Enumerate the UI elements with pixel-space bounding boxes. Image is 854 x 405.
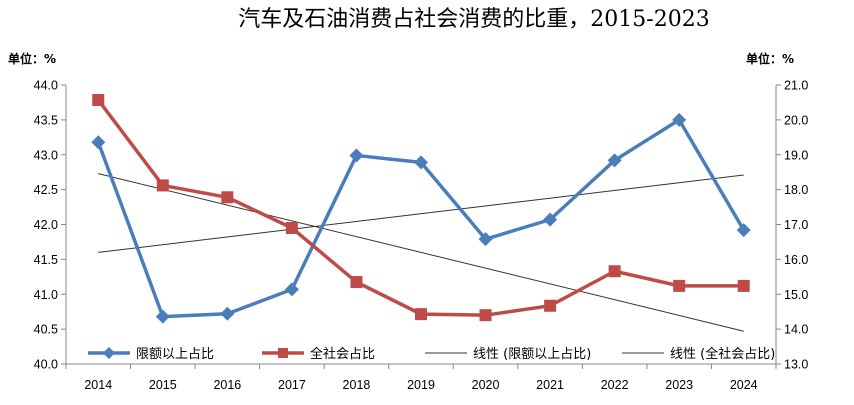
trendline-1 [98,174,744,253]
left-axis-unit: 单位：% [8,51,56,66]
left-tick-label: 42.5 [34,183,58,197]
point-diamond [349,148,364,163]
point-square [544,299,557,312]
left-tick-label: 41.0 [34,288,58,302]
x-tick-label: 2015 [149,378,177,392]
series [91,93,751,324]
point-diamond [414,155,428,170]
legend-label-2: 全社会占比 [310,346,375,362]
x-tick-label: 2023 [665,378,693,392]
left-tick-label: 43.0 [34,148,58,162]
left-tick-label: 40.0 [34,358,58,372]
right-tick-label: 17.0 [784,218,808,232]
x-tick-label: 2019 [407,378,435,392]
right-tick-label: 16.0 [784,253,808,267]
legend-label-3: 线性 (限额以上占比) [473,347,591,362]
right-tick-label: 15.0 [784,288,808,302]
left-tick-label: 40.5 [34,323,58,337]
right-tick-label: 21.0 [784,79,808,93]
right-tick-label: 20.0 [784,113,808,127]
point-diamond [220,306,235,321]
trendlines [98,173,744,332]
point-square [479,309,492,322]
x-tick-label: 2016 [213,378,241,392]
point-diamond [478,232,493,247]
left-tick-label: 44.0 [34,79,58,93]
point-square [350,276,363,289]
x-tick-label: 2021 [536,378,564,392]
point-square [156,179,169,192]
legend-label-4: 线性 (全社会占比) [670,346,775,362]
point-diamond [543,212,558,227]
right-tick-label: 13.0 [784,358,808,372]
point-diamond [284,282,299,297]
point-square [737,279,750,292]
point-square [221,191,234,204]
left-tick-label: 41.5 [34,253,58,267]
chart-title: 汽车及石油消费占社会消费的比重，2015-2023 [238,7,709,32]
axes: 40.0 40.5 41.0 41.5 42.0 42.5 43.0 43.5 44.0 13.0… [34,79,809,393]
left-tick-label: 42.0 [34,218,58,232]
point-diamond [672,112,687,127]
x-tick-label: 2017 [278,378,306,392]
trendline-2 [98,173,744,332]
right-tick-label: 19.0 [784,148,808,162]
x-tick-label: 2018 [343,378,371,392]
left-tick-label: 43.5 [34,113,58,127]
legend-label-1: 限额以上占比 [136,347,214,362]
x-tick-label: 2022 [601,378,629,392]
point-square [608,265,621,278]
right-axis-unit: 单位：% [746,51,794,66]
point-square [92,93,105,106]
point-diamond [91,135,106,150]
series-line-2 [96,98,744,317]
x-tick-label: 2014 [84,378,112,392]
point-diamond [155,309,170,324]
point-square [285,221,298,234]
point-square [415,308,427,321]
x-tick-label: 2020 [472,378,500,392]
legend-marker-diamond [103,347,115,359]
right-tick-label: 14.0 [784,323,808,337]
point-diamond [607,153,622,168]
point-diamond [736,223,751,238]
legend: 限额以上占比 全社会占比 线性 (限额以上占比) 线性 (全社会占比) [88,346,775,362]
right-tick-label: 18.0 [784,183,808,197]
series-line-1 [96,118,746,319]
legend-marker-square [278,348,288,358]
x-tick-label: 2024 [730,378,758,392]
point-square [673,279,686,292]
